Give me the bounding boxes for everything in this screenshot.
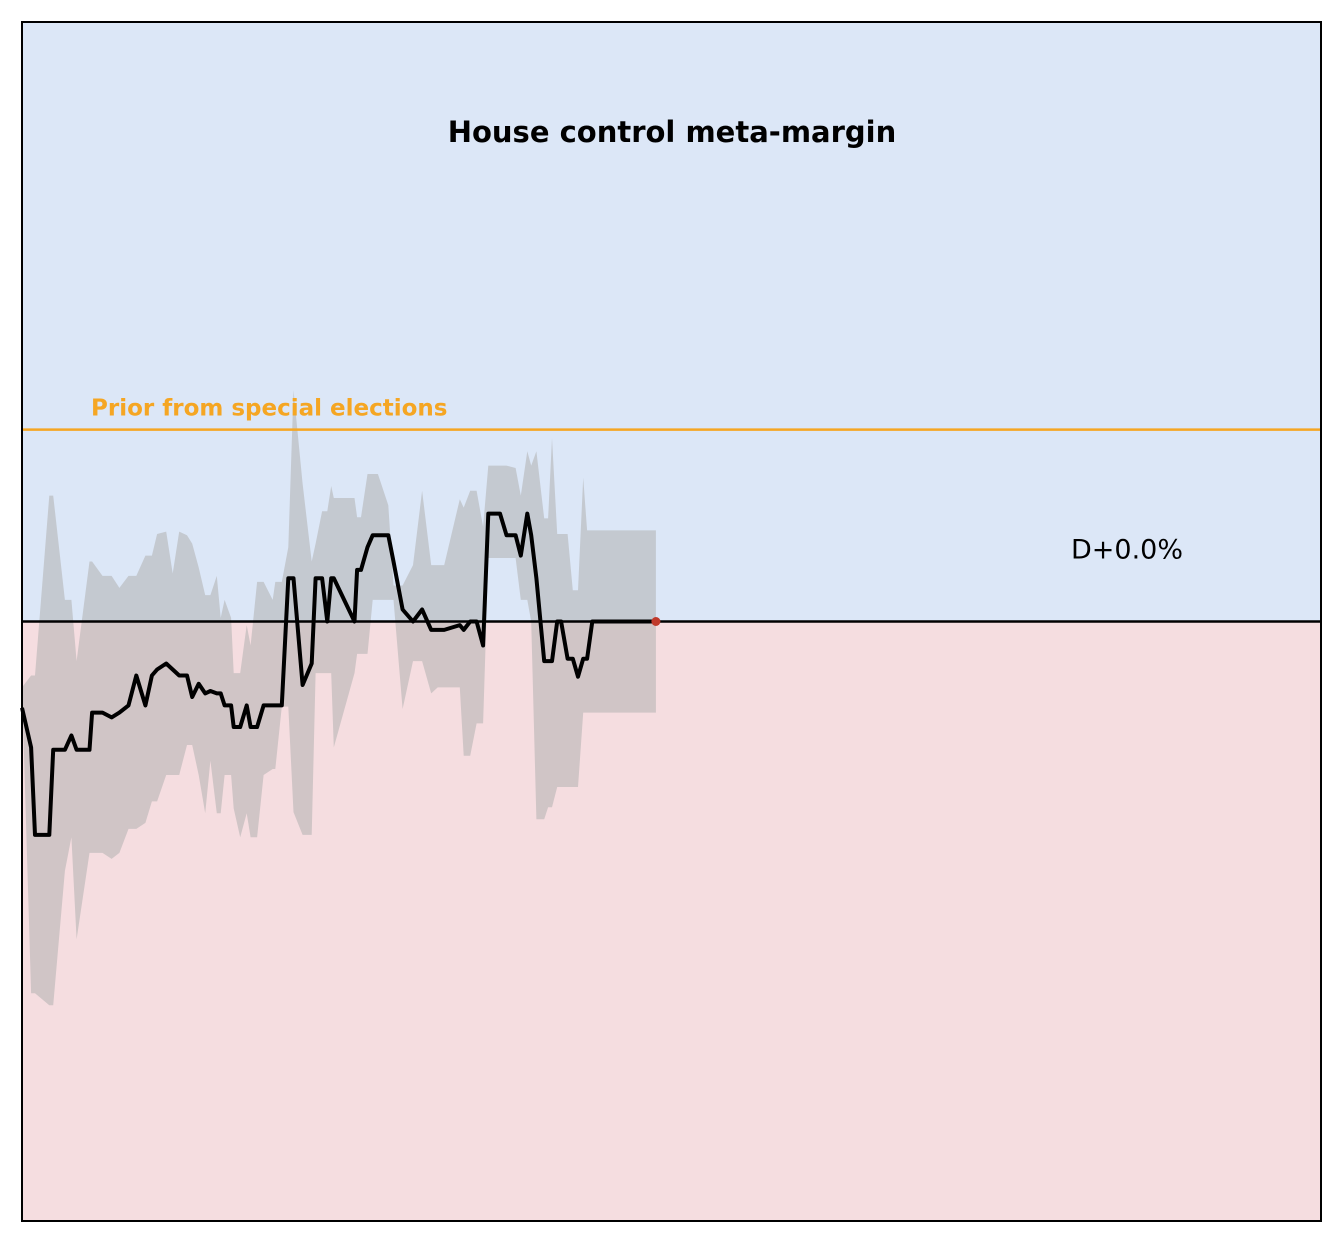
- current-value-label: D+0.0%: [1071, 535, 1183, 566]
- current-value-marker: [651, 617, 661, 626]
- plot-frame: [21, 21, 1322, 1222]
- uncertainty-band: [22, 390, 656, 1006]
- meta-margin-line: [20, 511, 656, 837]
- prior-label: Prior from special elections: [91, 396, 448, 422]
- democratic-region: [22, 22, 1321, 622]
- chart-title: House control meta-margin: [448, 115, 897, 149]
